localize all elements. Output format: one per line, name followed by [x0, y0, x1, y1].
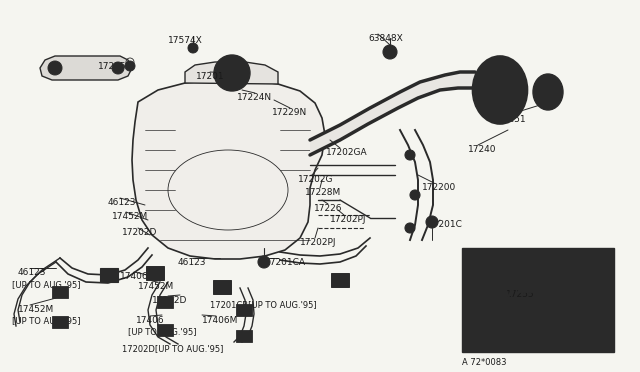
Circle shape: [125, 61, 135, 71]
Text: 46123: 46123: [108, 198, 136, 207]
Text: 17201C: 17201C: [428, 220, 463, 229]
Polygon shape: [185, 62, 278, 84]
Circle shape: [48, 61, 62, 75]
Text: 17202GA: 17202GA: [326, 148, 367, 157]
Text: 17202PJ: 17202PJ: [330, 215, 367, 224]
Bar: [52, 286, 68, 298]
Text: 17229N: 17229N: [272, 108, 307, 117]
Text: 172200: 172200: [422, 183, 456, 192]
Text: 17202D: 17202D: [122, 228, 157, 237]
Text: 17574X: 17574X: [168, 36, 203, 45]
Ellipse shape: [479, 63, 521, 117]
Text: A 72*0083: A 72*0083: [462, 358, 506, 367]
Text: [UP TO AUG.'95]: [UP TO AUG.'95]: [128, 327, 196, 336]
Bar: [236, 330, 252, 342]
Text: 17285P: 17285P: [98, 62, 132, 71]
Text: 46123: 46123: [18, 268, 47, 277]
Circle shape: [112, 62, 124, 74]
Bar: [157, 324, 173, 336]
Ellipse shape: [539, 81, 557, 103]
Text: 17202D: 17202D: [152, 296, 188, 305]
Ellipse shape: [533, 74, 563, 110]
Circle shape: [214, 55, 250, 91]
Circle shape: [222, 63, 242, 83]
Text: 17255: 17255: [506, 290, 534, 299]
Text: 17406+A: 17406+A: [120, 272, 163, 281]
Polygon shape: [132, 80, 325, 259]
Text: 17202PJ: 17202PJ: [300, 238, 337, 247]
Bar: [518, 278, 536, 292]
Text: 17228M: 17228M: [305, 188, 341, 197]
Ellipse shape: [486, 71, 514, 109]
Text: 17251: 17251: [498, 115, 527, 124]
Text: 17452M: 17452M: [112, 212, 148, 221]
Text: 17406: 17406: [136, 316, 164, 325]
Bar: [52, 316, 68, 328]
Circle shape: [405, 223, 415, 233]
Circle shape: [410, 190, 420, 200]
Polygon shape: [40, 56, 132, 80]
Text: 17452M: 17452M: [18, 305, 54, 314]
Bar: [236, 304, 252, 316]
Circle shape: [426, 216, 438, 228]
Text: 17201CA: 17201CA: [265, 258, 306, 267]
Text: 17226: 17226: [314, 204, 342, 213]
Circle shape: [151, 269, 159, 277]
Bar: [213, 280, 231, 294]
Bar: [331, 273, 349, 287]
Text: 17201: 17201: [196, 72, 225, 81]
Bar: [462, 248, 614, 352]
Text: 17240: 17240: [468, 145, 497, 154]
Text: 17452M: 17452M: [138, 282, 174, 291]
Ellipse shape: [472, 56, 527, 124]
Text: [UP TO AUG.'95]: [UP TO AUG.'95]: [12, 280, 81, 289]
Circle shape: [405, 150, 415, 160]
Text: [UP TO AUG.'95]: [UP TO AUG.'95]: [12, 316, 81, 325]
Circle shape: [218, 283, 226, 291]
Text: 17224N: 17224N: [237, 93, 272, 102]
Circle shape: [383, 45, 397, 59]
Text: 17202G: 17202G: [298, 175, 333, 184]
Text: 17202D[UP TO AUG.'95]: 17202D[UP TO AUG.'95]: [122, 344, 223, 353]
Circle shape: [258, 256, 270, 268]
Circle shape: [227, 68, 237, 78]
Text: 63848X: 63848X: [368, 34, 403, 43]
Bar: [146, 266, 164, 280]
Text: 17201CB[UP TO AUG.'95]: 17201CB[UP TO AUG.'95]: [210, 300, 317, 309]
Bar: [157, 296, 173, 308]
Polygon shape: [310, 72, 475, 155]
Circle shape: [336, 276, 344, 284]
Bar: [100, 268, 118, 282]
Text: 46123: 46123: [178, 258, 207, 267]
Circle shape: [188, 43, 198, 53]
Text: 17406M: 17406M: [202, 316, 238, 325]
